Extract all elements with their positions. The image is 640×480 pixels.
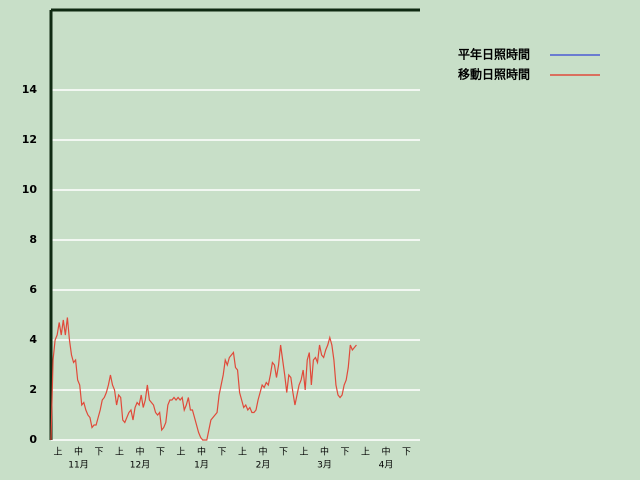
legend-label: 移動日照時間	[458, 67, 530, 82]
y-tick-label: 8	[29, 233, 37, 246]
x-tick-label: 中	[381, 446, 390, 458]
x-tick-label: 上	[361, 447, 370, 458]
x-tick-label: 上	[299, 447, 308, 458]
x-tick-label: 中	[258, 446, 267, 458]
month-label: 2月	[256, 460, 271, 471]
y-tick-label: 4	[29, 333, 37, 346]
data-line	[50, 317, 357, 441]
x-tick-label: 中	[74, 446, 83, 458]
x-tick-label: 上	[53, 447, 62, 458]
month-label: 11月	[68, 460, 88, 471]
x-tick-label: 下	[340, 448, 349, 458]
x-tick-label: 上	[176, 447, 185, 458]
x-tick-label: 上	[238, 447, 247, 458]
month-label: 1月	[194, 460, 209, 471]
x-tick-label: 中	[135, 446, 144, 458]
y-tick-label: 14	[22, 83, 38, 96]
x-tick-label: 上	[115, 447, 124, 458]
x-tick-label: 中	[320, 446, 329, 458]
month-label: 4月	[379, 460, 394, 471]
x-tick-label: 下	[156, 448, 165, 458]
month-label: 12月	[130, 460, 150, 471]
y-tick-label: 12	[22, 133, 37, 146]
y-tick-label: 6	[29, 283, 37, 296]
x-tick-label: 中	[197, 446, 206, 458]
x-tick-label: 下	[402, 448, 411, 458]
x-tick-label: 下	[279, 448, 288, 458]
legend-label: 平年日照時間	[458, 47, 530, 62]
x-tick-label: 下	[94, 448, 103, 458]
y-tick-label: 2	[29, 383, 37, 396]
y-tick-label: 0	[29, 433, 37, 446]
y-tick-label: 10	[22, 183, 38, 196]
x-tick-label: 下	[217, 448, 226, 458]
month-label: 3月	[317, 460, 332, 471]
